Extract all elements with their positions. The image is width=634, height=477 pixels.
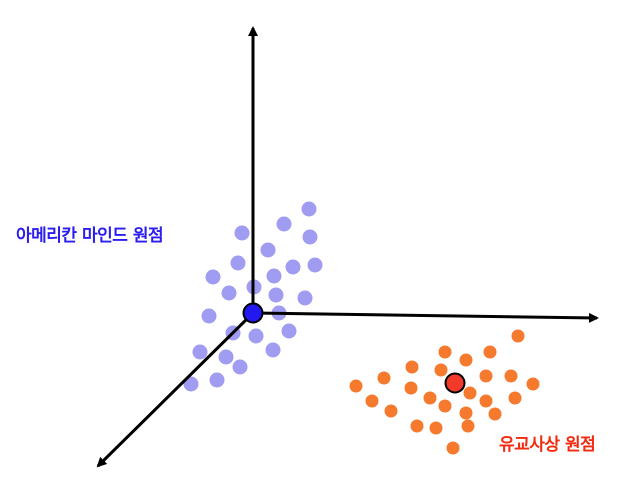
confucian-point — [463, 386, 477, 400]
axes — [96, 26, 599, 468]
american-origin-point — [242, 302, 264, 324]
confucian-point — [410, 419, 424, 433]
confucian-point — [429, 421, 443, 435]
confucian-point — [511, 329, 525, 343]
american-point — [260, 242, 276, 258]
american-point — [307, 257, 323, 273]
american-point — [302, 229, 318, 245]
confucian-point — [508, 391, 522, 405]
confucian-point — [459, 353, 473, 367]
confucian-point — [504, 369, 518, 383]
confucian-point — [434, 363, 448, 377]
confucian-point — [479, 394, 493, 408]
american-point — [230, 255, 246, 271]
confucian-point — [404, 381, 418, 395]
american-point — [268, 287, 284, 303]
horizontal-axis — [252, 311, 599, 323]
american-point — [234, 225, 250, 241]
confucian-point — [438, 399, 452, 413]
american-point — [301, 201, 317, 217]
confucian-point — [405, 360, 419, 374]
american-point — [232, 359, 248, 375]
depth-axis — [96, 311, 255, 468]
american-point — [192, 344, 208, 360]
american-point — [205, 269, 221, 285]
american-mind-origin-label: 아메리칸 마인드 원점 — [16, 226, 164, 246]
confucian-point — [438, 345, 452, 359]
confucian-point — [446, 441, 460, 455]
confucian-point — [384, 404, 398, 418]
confucian-point — [349, 379, 363, 393]
confucian-point — [377, 371, 391, 385]
american-point — [218, 349, 234, 365]
american-point — [248, 328, 264, 344]
american-point — [265, 342, 281, 358]
confucian-point — [461, 419, 475, 433]
american-point — [183, 376, 199, 392]
confucian-cluster — [349, 329, 540, 455]
american-point — [209, 372, 225, 388]
confucian-point — [365, 394, 379, 408]
confucian-point — [483, 345, 497, 359]
confucian-point — [526, 377, 540, 391]
confucian-point — [479, 369, 493, 383]
american-cluster — [183, 201, 323, 392]
american-point — [276, 216, 292, 232]
american-point — [266, 268, 282, 284]
confucian-origin-label: 유교사상 원점 — [499, 435, 596, 455]
american-point — [285, 259, 301, 275]
american-point — [281, 323, 297, 339]
confucian-point — [488, 407, 502, 421]
american-point — [297, 290, 313, 306]
confucian-point — [459, 406, 473, 420]
american-point — [221, 285, 237, 301]
confucian-point — [423, 391, 437, 405]
american-point — [201, 308, 217, 324]
confucian-origin-point — [444, 372, 466, 394]
